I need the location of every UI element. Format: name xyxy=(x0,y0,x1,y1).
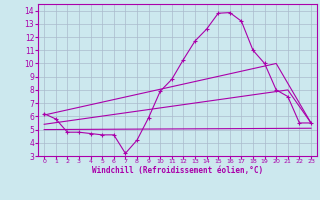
X-axis label: Windchill (Refroidissement éolien,°C): Windchill (Refroidissement éolien,°C) xyxy=(92,166,263,175)
